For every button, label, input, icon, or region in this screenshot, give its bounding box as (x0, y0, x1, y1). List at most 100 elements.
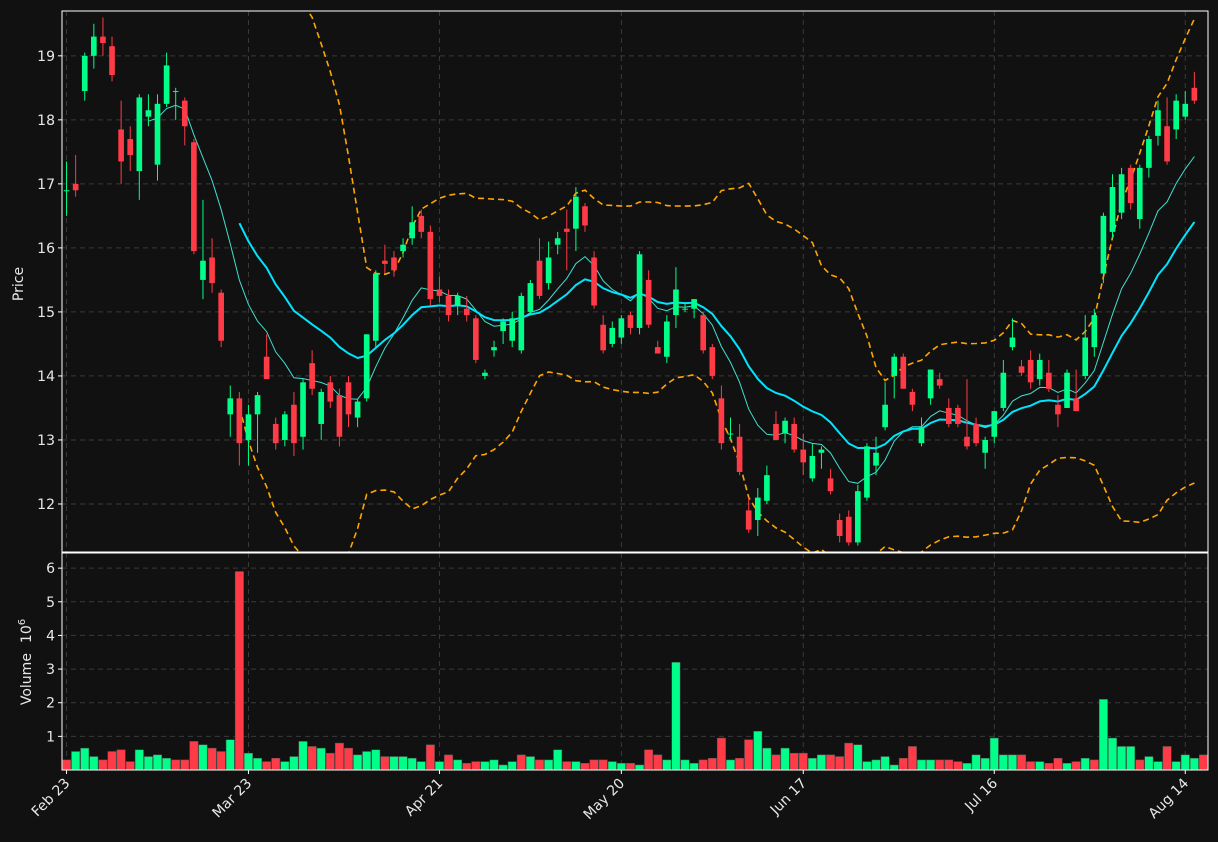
candle-body (445, 295, 452, 316)
candle-body (427, 231, 434, 300)
candle-body (72, 183, 79, 191)
candle-body (645, 279, 652, 325)
volume-bar (1071, 761, 1081, 771)
candle-body (1055, 404, 1061, 415)
volume-bar (716, 737, 726, 771)
candle-body (809, 455, 816, 479)
candle-body (964, 436, 970, 447)
candle-body (291, 404, 297, 444)
volume-bar (1035, 761, 1045, 771)
volume-tick-label: 3 (46, 662, 55, 678)
volume-bar (726, 759, 735, 771)
volume-bar (635, 764, 644, 771)
candle-body (491, 347, 497, 351)
volume-bar (898, 757, 908, 771)
price-tick-label: 15 (37, 305, 55, 321)
candle-body (1109, 187, 1116, 232)
candle-body (272, 423, 279, 444)
candle-body (436, 289, 443, 296)
volume-bar (698, 759, 708, 771)
candle-body (227, 398, 234, 415)
candle-body (782, 420, 788, 434)
volume-bar (289, 756, 299, 771)
candle-body (1009, 337, 1016, 348)
candle-body (654, 347, 661, 354)
volume-bar (244, 752, 253, 771)
candle-body (100, 36, 106, 44)
candle-body (682, 308, 688, 310)
candle-body (1136, 167, 1143, 220)
candle-body (691, 299, 697, 309)
volume-bar (1017, 754, 1026, 771)
volume-bar (189, 741, 199, 771)
volume-bar (98, 759, 108, 771)
volume-bar (80, 747, 90, 771)
volume-bar (1053, 757, 1063, 771)
volume-axis-exponent-power: 6 (17, 619, 28, 625)
volume-bar (1098, 699, 1108, 771)
volume-bar (125, 761, 135, 771)
candle-body (718, 398, 725, 444)
volume-bar (789, 752, 799, 771)
volume-bar (271, 757, 281, 771)
candle-body (163, 65, 170, 104)
volume-bar (780, 747, 790, 771)
candle-body (1027, 359, 1034, 383)
candle-body (463, 308, 470, 316)
volume-bar (1044, 763, 1054, 771)
candle-body (263, 356, 270, 380)
candle-body (845, 516, 852, 543)
volume-bar (535, 759, 544, 771)
candle-body (400, 244, 406, 252)
volume-bar (962, 763, 972, 771)
candle-body (873, 452, 879, 466)
candle-body (627, 315, 634, 328)
volume-bar (1026, 761, 1036, 771)
volume-bar (207, 747, 217, 771)
volume-bar (107, 751, 117, 771)
volume-bar (153, 754, 162, 771)
volume-bar (325, 752, 335, 771)
candle-body (327, 382, 334, 402)
candle-body (1118, 174, 1125, 213)
candle-body (563, 228, 570, 232)
volume-bar (753, 731, 763, 771)
candle-body (127, 139, 134, 156)
candle-body (300, 382, 306, 437)
price-tick-label: 16 (37, 241, 55, 257)
volume-bar (143, 756, 153, 771)
candle-body (336, 395, 343, 437)
volume-bar (425, 744, 435, 771)
volume-bar (853, 744, 863, 771)
volume-bar (707, 757, 717, 771)
volume-bar (798, 752, 808, 771)
candle-body (536, 260, 543, 296)
volume-bar (280, 761, 290, 771)
candle-body (700, 315, 707, 351)
candle-body (236, 398, 243, 444)
volume-bar (998, 754, 1008, 771)
volume-bar (662, 759, 672, 771)
price-axis: 12 13 14 15 16 17 18 19 (37, 49, 62, 513)
volume-bar (1135, 759, 1145, 771)
volume-bar (880, 756, 890, 771)
candle-body (500, 321, 506, 332)
volume-tick-label: 5 (46, 595, 55, 611)
candle-body (109, 46, 115, 76)
candle-body (191, 142, 197, 252)
volume-bar (1089, 759, 1099, 771)
volume-bar (817, 754, 826, 771)
volume-bar (362, 751, 372, 771)
candle-body (891, 356, 898, 376)
price-tick-label: 12 (37, 497, 55, 513)
candle-body (391, 257, 397, 271)
candle-body (773, 423, 779, 440)
candle-body (218, 292, 224, 341)
volume-bar (862, 761, 872, 771)
volume-bar (544, 759, 554, 771)
candle-body (709, 347, 716, 376)
candle-body (927, 369, 934, 399)
volume-bar (1126, 746, 1136, 771)
price-tick-label: 18 (37, 113, 55, 129)
